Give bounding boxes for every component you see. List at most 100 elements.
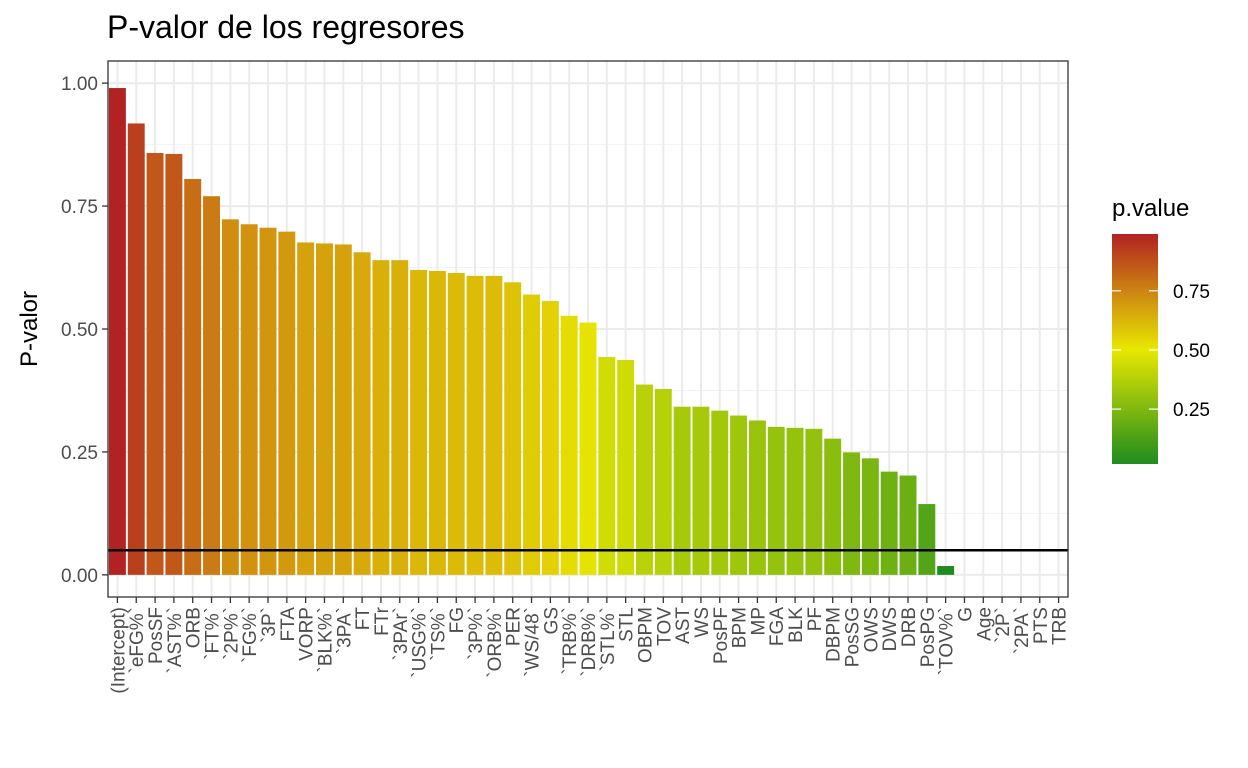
x-tick-label: PosPF [711,607,732,664]
x-tick-label: TRB [1050,607,1071,645]
x-tick-label: `FT%` [203,607,224,660]
y-axis-label: P-valor [16,291,43,367]
y-tick-label: 1.00 [61,74,98,95]
bar-5 [203,196,220,575]
x-tick-label: `3PAr` [391,607,412,660]
x-tick-label: `WS/48` [523,607,544,677]
x-tick-label: FTA [278,607,299,642]
x-tick-label: `DRB%` [579,607,600,677]
y-tick-label: 0.25 [61,443,98,464]
x-tick-label: `ORB%` [485,607,506,678]
x-axis: (Intercept)`eFG%`PosSF`AST%`ORB`FT%``2P%… [108,597,1071,694]
x-tick-label: `3P` [259,607,280,643]
x-tick-label: `USG%` [410,607,431,678]
bar-13 [353,252,371,575]
bar-30 [673,406,691,575]
x-tick-label: BLK [786,607,807,643]
bar-22 [523,294,540,575]
x-tick-label: AST [673,607,694,644]
x-tick-label: GS [541,607,562,634]
color-legend: p.value 0.25 0.50 0.75 [1112,195,1210,464]
bar-20 [485,275,503,575]
bar-41 [880,471,898,575]
bar-27 [617,359,635,575]
x-tick-label: `TS%` [428,607,449,661]
bar-35 [767,426,785,575]
x-tick-label: OWS [861,607,882,652]
y-tick-label: 0.75 [61,197,98,218]
bar-12 [334,244,352,575]
bar-36 [786,427,804,575]
x-tick-label: ORB [184,607,205,648]
x-tick-label: `TOV%` [937,607,958,675]
bar-34 [748,420,766,575]
x-tick-label: `2P` [993,607,1014,643]
x-tick-label: PosSG [843,607,864,667]
bar-1 [127,123,145,575]
bar-42 [899,475,917,575]
legend-colorbar [1112,234,1158,464]
bar-37 [805,428,823,575]
chart-title: P-valor de los regresores [107,9,464,45]
x-tick-label: DWS [880,607,901,651]
bar-31 [692,406,710,575]
bar-18 [447,272,465,575]
x-tick-label: `3PA` [334,607,355,654]
x-tick-label: STL [617,607,638,642]
x-tick-label: FT [353,607,374,631]
x-tick-label: OBPM [635,607,656,663]
y-axis: 0.00 0.25 0.50 0.75 1.00 [61,74,108,587]
bar-29 [654,388,672,575]
bar-25 [579,322,597,575]
bar-28 [636,384,653,575]
x-tick-label: FGA [767,607,788,646]
legend-title: p.value [1112,195,1189,222]
x-tick-label: PER [504,607,525,646]
bar-19 [466,275,484,575]
bar-44 [937,566,955,575]
x-tick-label: `2P%` [221,607,242,660]
legend-tick-label: 0.50 [1173,341,1210,362]
x-tick-label: (Intercept) [108,607,129,694]
legend-tick-label: 0.75 [1173,282,1210,303]
bar-9 [278,231,296,575]
bar-11 [316,243,333,575]
x-tick-label: BPM [730,607,751,648]
x-tick-label: Age [974,607,995,641]
x-tick-label: `2PA` [1012,607,1033,654]
x-tick-label: FG [447,607,468,633]
bar-38 [824,438,842,575]
bar-10 [297,242,315,575]
x-tick-label: `FG%` [240,607,261,663]
bar-3 [165,153,183,575]
bar-16 [410,269,428,575]
x-tick-label: `STL%` [598,607,619,671]
x-tick-label: MP [748,607,769,636]
bar-8 [259,227,277,575]
bar-39 [843,452,860,575]
x-tick-label: TOV [654,607,675,646]
x-tick-label: PosSF [146,607,167,664]
bar-15 [391,260,409,575]
bar-24 [560,315,578,575]
bar-23 [541,300,559,575]
x-tick-label: FTr [372,606,393,636]
x-tick-label: `eFG%` [127,607,148,674]
bar-40 [861,458,879,575]
bar-0 [108,88,126,575]
x-tick-label: DBPM [824,607,845,662]
x-tick-label: DRB [899,607,920,647]
bar-2 [146,152,164,575]
bar-14 [372,260,390,575]
y-tick-label: 0.00 [61,566,98,587]
x-tick-label: `BLK%` [315,607,336,672]
bar-21 [504,282,522,575]
x-tick-label: WS [692,607,713,638]
x-tick-label: PTS [1031,607,1052,644]
bar-7 [240,224,258,575]
bar-32 [711,410,729,575]
x-tick-label: `3P%` [466,607,487,660]
bar-33 [730,415,748,575]
plot-panel [107,60,1069,598]
x-tick-label: PF [805,607,826,631]
